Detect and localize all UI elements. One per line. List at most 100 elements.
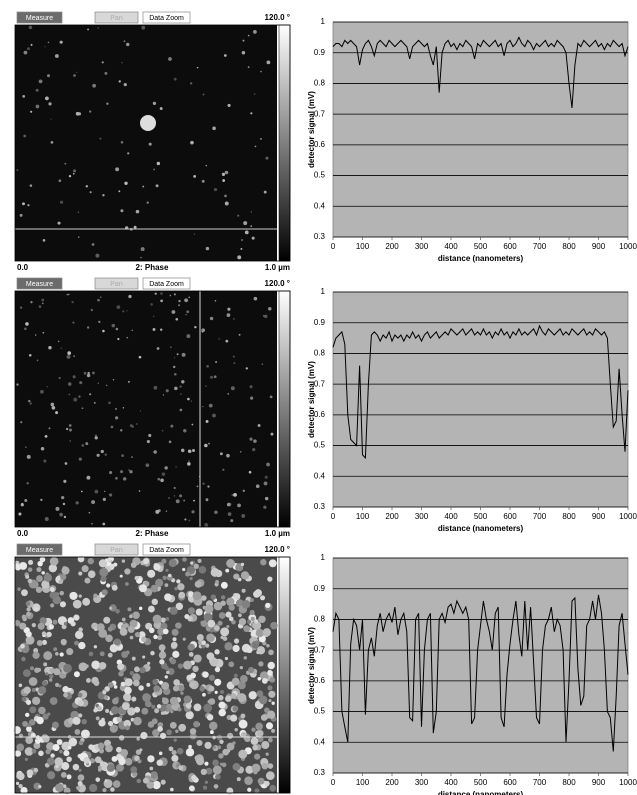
afm-feature bbox=[231, 619, 236, 625]
afm-feature bbox=[102, 194, 105, 197]
afm-feature bbox=[48, 624, 54, 630]
afm-feature bbox=[237, 693, 247, 703]
afm-feature bbox=[251, 763, 261, 773]
afm-feature bbox=[43, 459, 47, 463]
afm-feature bbox=[26, 482, 29, 485]
afm-feature bbox=[83, 756, 90, 764]
channel: 2: Phase bbox=[136, 263, 169, 272]
afm-feature bbox=[140, 247, 145, 252]
afm-feature bbox=[66, 774, 72, 780]
x-tick-label: 800 bbox=[562, 242, 576, 251]
afm-feature bbox=[73, 614, 80, 621]
afm-feature bbox=[115, 746, 122, 753]
afm-feature bbox=[84, 577, 91, 584]
y-tick-label: 0.9 bbox=[314, 318, 326, 327]
afm-feature bbox=[267, 685, 273, 691]
afm-feature bbox=[181, 380, 185, 384]
afm-feature bbox=[202, 405, 204, 408]
afm-feature bbox=[257, 423, 261, 427]
afm-feature bbox=[115, 327, 119, 331]
afm-feature bbox=[231, 493, 234, 497]
afm-feature bbox=[233, 362, 236, 365]
afm-feature bbox=[87, 371, 90, 375]
afm-feature bbox=[192, 449, 195, 453]
afm-feature bbox=[239, 451, 242, 453]
toolbar-button bbox=[94, 543, 139, 556]
afm-feature bbox=[170, 424, 174, 428]
afm-feature bbox=[260, 70, 262, 73]
afm-feature bbox=[218, 753, 224, 759]
afm-feature bbox=[57, 340, 60, 343]
afm-feature bbox=[173, 738, 177, 742]
x-tick-label: 900 bbox=[592, 778, 606, 787]
afm-feature bbox=[176, 353, 179, 356]
afm-feature bbox=[50, 753, 55, 758]
afm-feature bbox=[217, 745, 222, 750]
afm-feature bbox=[222, 748, 230, 756]
afm-feature bbox=[92, 371, 95, 375]
y-tick-label: 1 bbox=[321, 287, 326, 296]
afm-feature bbox=[180, 691, 184, 695]
afm-feature bbox=[52, 619, 58, 625]
afm-feature bbox=[86, 373, 91, 378]
afm-feature bbox=[213, 601, 223, 611]
afm-feature bbox=[15, 781, 20, 785]
afm-feature bbox=[183, 660, 192, 670]
afm-feature bbox=[138, 685, 144, 691]
afm-feature bbox=[264, 496, 269, 501]
x-tick-label: 800 bbox=[562, 512, 576, 521]
afm-feature bbox=[152, 780, 161, 790]
afm-feature bbox=[224, 170, 229, 175]
afm-feature bbox=[188, 591, 194, 598]
afm-feature bbox=[95, 253, 100, 258]
afm-feature bbox=[256, 646, 266, 655]
afm-feature bbox=[38, 785, 42, 789]
afm-feature bbox=[209, 375, 214, 379]
afm-feature bbox=[104, 71, 108, 75]
x-tick-label: 700 bbox=[533, 512, 547, 521]
afm-feature bbox=[36, 567, 42, 573]
afm-feature bbox=[80, 490, 83, 493]
afm-feature bbox=[176, 747, 184, 755]
afm-feature bbox=[109, 644, 118, 653]
toolbar-button bbox=[94, 277, 139, 290]
afm-feature bbox=[237, 681, 246, 690]
afm-feature bbox=[88, 651, 94, 657]
afm-feature bbox=[102, 497, 106, 502]
afm-feature bbox=[69, 440, 71, 442]
afm-feature bbox=[128, 469, 131, 472]
afm-feature bbox=[266, 710, 276, 719]
afm-feature bbox=[247, 34, 250, 37]
afm-feature bbox=[244, 776, 253, 785]
afm-feature bbox=[68, 293, 70, 296]
afm-feature bbox=[178, 723, 187, 732]
afm-feature bbox=[232, 762, 241, 771]
afm-feature bbox=[202, 671, 209, 678]
afm-feature bbox=[102, 690, 107, 695]
afm-feature bbox=[120, 470, 124, 474]
x-tick-label: 400 bbox=[444, 778, 458, 787]
afm-feature bbox=[160, 292, 163, 295]
afm-feature bbox=[41, 302, 44, 305]
afm-feature bbox=[230, 714, 238, 722]
afm-feature bbox=[111, 584, 118, 591]
afm-feature bbox=[101, 61, 104, 64]
afm-feature bbox=[221, 172, 226, 176]
afm-feature bbox=[266, 644, 270, 648]
afm-feature bbox=[76, 785, 81, 791]
afm-feature bbox=[193, 703, 202, 712]
afm-feature bbox=[131, 696, 137, 702]
afm-feature bbox=[19, 561, 28, 570]
afm-feature bbox=[260, 137, 262, 140]
afm-feature bbox=[142, 777, 149, 784]
afm-feature bbox=[26, 611, 31, 617]
afm-feature bbox=[220, 600, 226, 606]
afm-feature bbox=[247, 787, 252, 792]
afm-feature bbox=[267, 670, 273, 676]
afm-feature bbox=[250, 616, 255, 621]
afm-feature bbox=[96, 453, 100, 457]
x-tick-label: 500 bbox=[474, 242, 488, 251]
afm-feature bbox=[161, 429, 164, 432]
afm-feature bbox=[186, 310, 190, 314]
afm-feature bbox=[249, 385, 253, 389]
